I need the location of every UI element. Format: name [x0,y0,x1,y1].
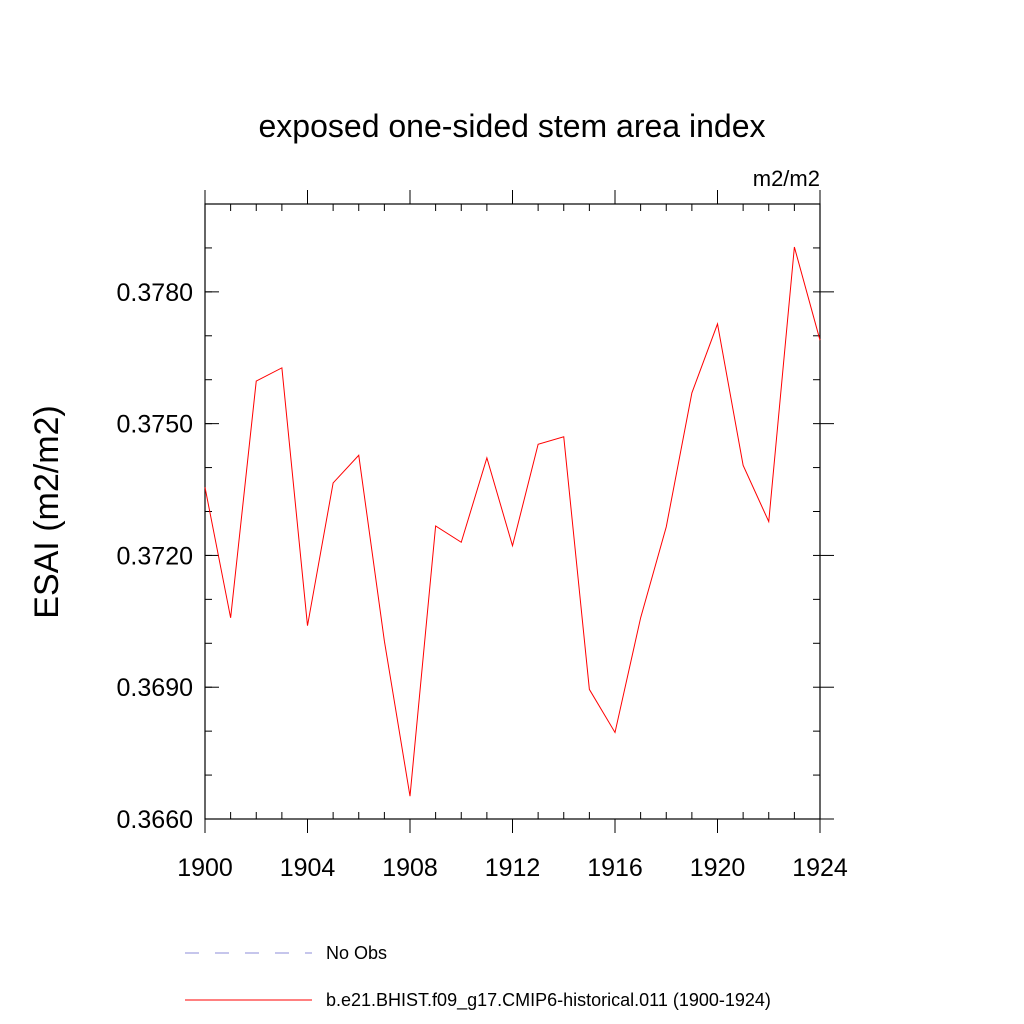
y-tick-label: 0.3690 [117,674,193,702]
units-label: m2/m2 [753,166,820,191]
y-axis-ticks: 0.3660 0.3690 0.3720 0.3750 0.3780 [117,203,834,834]
x-tick-label: 1920 [690,854,746,882]
series-line-historical [204,246,821,797]
x-tick-label: 1908 [382,854,438,882]
y-tick-label: 0.3720 [117,542,193,570]
y-tick-label: 0.3660 [117,806,193,834]
legend-label-no-obs: No Obs [326,943,387,963]
y-tick-label: 0.3750 [117,411,193,439]
x-tick-label: 1924 [792,854,848,882]
chart-title: exposed one-sided stem area index [259,108,766,144]
y-tick-label: 0.3780 [117,279,193,307]
x-tick-label: 1912 [485,854,541,882]
y-axis-label: ESAI (m2/m2) [28,405,66,618]
x-tick-label: 1900 [177,854,233,882]
x-tick-label: 1904 [280,854,336,882]
legend-label-historical: b.e21.BHIST.f09_g17.CMIP6-historical.011… [326,990,771,1011]
plot-frame [204,203,821,820]
x-tick-label: 1916 [587,854,643,882]
series-lines [204,246,821,797]
x-axis-ticks: 1900 1904 1908 1912 1916 1920 1924 [177,190,848,882]
legend: No Obs b.e21.BHIST.f09_g17.CMIP6-histori… [185,943,771,1011]
